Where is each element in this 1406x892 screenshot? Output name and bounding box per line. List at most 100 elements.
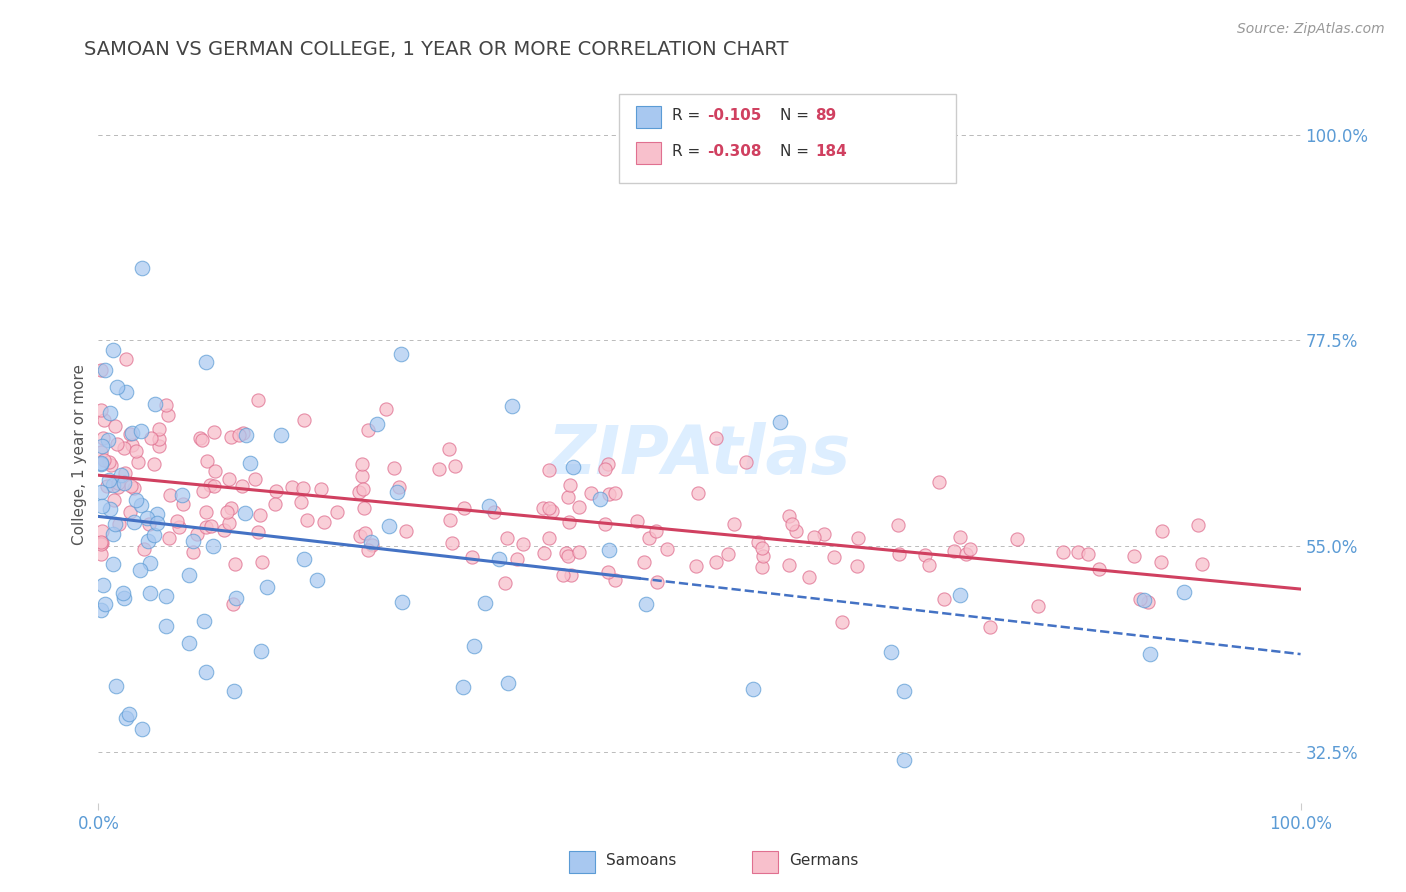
Point xyxy=(596,457,619,471)
Point xyxy=(191,433,214,447)
Point xyxy=(114,385,136,400)
Point xyxy=(114,352,136,367)
Point xyxy=(103,492,125,507)
Point xyxy=(561,459,583,474)
Point xyxy=(256,580,278,594)
Point xyxy=(893,753,915,767)
Point xyxy=(121,426,143,441)
Point xyxy=(204,425,226,439)
Point xyxy=(195,453,218,467)
Point xyxy=(1137,595,1160,609)
Point xyxy=(645,574,668,589)
Point xyxy=(366,417,388,432)
Point xyxy=(105,380,128,394)
Point xyxy=(195,665,218,680)
Point xyxy=(427,461,450,475)
Point xyxy=(461,549,484,564)
Point xyxy=(219,429,242,443)
Point xyxy=(352,469,374,483)
Point xyxy=(942,543,965,558)
Text: N =: N = xyxy=(780,145,814,159)
Point xyxy=(107,476,129,491)
Point xyxy=(134,541,156,556)
Point xyxy=(453,500,475,515)
Point xyxy=(93,597,115,611)
Point xyxy=(927,475,949,490)
Point xyxy=(685,558,707,573)
Point xyxy=(107,437,129,451)
Point xyxy=(558,515,581,529)
Text: ZIPAtlas: ZIPAtlas xyxy=(548,422,851,488)
Point xyxy=(129,564,152,578)
Point xyxy=(90,402,112,417)
Point xyxy=(90,537,112,551)
Point xyxy=(389,347,412,361)
Point xyxy=(846,558,869,573)
Text: 184: 184 xyxy=(815,145,848,159)
Point xyxy=(202,479,225,493)
Point xyxy=(90,362,112,376)
Point xyxy=(250,644,273,658)
Point xyxy=(127,455,149,469)
Point xyxy=(1150,555,1173,569)
Point xyxy=(893,684,915,698)
Point xyxy=(90,548,112,562)
Point xyxy=(382,460,405,475)
Point xyxy=(598,542,620,557)
Point xyxy=(633,555,655,569)
Point xyxy=(104,516,127,531)
Point xyxy=(138,516,160,531)
Point xyxy=(148,421,170,435)
Point xyxy=(553,567,575,582)
Point xyxy=(90,603,112,617)
Point xyxy=(224,557,246,571)
Point xyxy=(918,558,941,572)
Point xyxy=(181,545,204,559)
Point xyxy=(887,517,910,532)
Point xyxy=(131,261,153,276)
Point xyxy=(98,501,121,516)
Point xyxy=(307,573,329,587)
Point xyxy=(512,537,534,551)
Point xyxy=(91,431,114,445)
Point xyxy=(453,680,475,694)
Point xyxy=(979,619,1001,633)
Point xyxy=(537,500,560,515)
Point xyxy=(501,399,523,413)
Point xyxy=(139,556,162,570)
Point xyxy=(314,515,336,529)
Point xyxy=(96,479,118,493)
Point xyxy=(90,456,112,470)
Point xyxy=(186,527,208,541)
Point xyxy=(291,481,314,495)
Point xyxy=(146,516,169,530)
Point xyxy=(949,587,972,601)
Point xyxy=(263,497,285,511)
Point xyxy=(723,516,745,531)
Point xyxy=(785,524,807,538)
Point xyxy=(172,497,194,511)
Point xyxy=(104,419,127,434)
Point xyxy=(949,530,972,544)
Point xyxy=(101,527,124,541)
Point xyxy=(225,591,247,606)
Point xyxy=(101,558,124,572)
Point xyxy=(212,523,235,537)
Point xyxy=(295,513,318,527)
Point xyxy=(605,574,627,588)
Point xyxy=(94,363,117,377)
Point xyxy=(270,428,292,442)
Point xyxy=(136,510,159,524)
Point xyxy=(93,413,115,427)
Point xyxy=(249,508,271,523)
Point xyxy=(121,438,143,452)
Point xyxy=(1191,557,1213,571)
Point xyxy=(1122,549,1144,563)
Point xyxy=(245,472,267,486)
Point xyxy=(98,455,121,469)
Point xyxy=(155,619,177,633)
Point xyxy=(463,639,485,653)
Point xyxy=(122,516,145,530)
Point xyxy=(747,534,769,549)
Point xyxy=(157,531,180,545)
